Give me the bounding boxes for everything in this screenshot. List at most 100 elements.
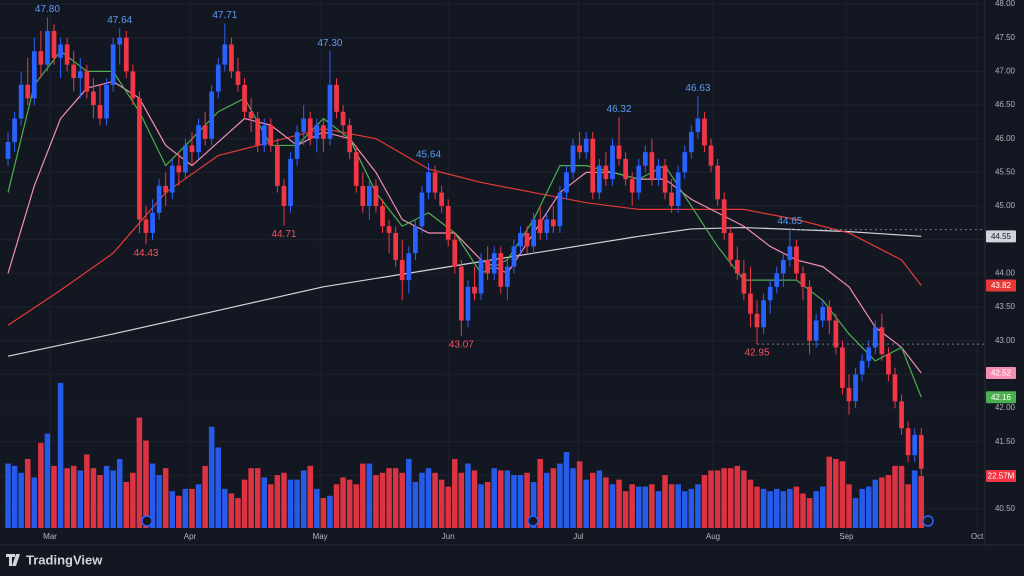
volume-bar (399, 472, 405, 528)
volume-bar (189, 488, 195, 528)
candle-body (688, 131, 694, 153)
volume-bar (747, 479, 754, 528)
candle-body (472, 286, 477, 294)
candle-body (373, 185, 379, 207)
volume-bar (445, 486, 451, 528)
volume-bar (64, 468, 70, 528)
volume-bar (241, 479, 248, 528)
volume-bar (708, 470, 714, 528)
volume-bar (130, 472, 136, 528)
volume-bar (274, 475, 281, 528)
candle-body (281, 185, 287, 207)
candle-body (458, 266, 464, 321)
candle-body (104, 84, 109, 119)
volume-bar (603, 477, 609, 528)
candle-body (728, 232, 734, 260)
candle-body (235, 71, 241, 85)
x-tick-label: Mar (43, 532, 57, 541)
price-annotation: 47.64 (107, 15, 132, 26)
volume-bar (281, 472, 287, 528)
candle-body (288, 158, 293, 207)
volume-bar (379, 472, 386, 528)
volume-bar (228, 493, 235, 528)
volume-bar (872, 479, 879, 528)
candle-body (872, 327, 878, 348)
candle-body (550, 219, 556, 227)
candle-body (741, 273, 747, 294)
candle-body (327, 84, 333, 139)
annotations: 47.80 47.64 44.43 47.71 44.71 47.30 45.64 43.07… (35, 4, 985, 359)
candle-body (675, 172, 681, 207)
candle-body (176, 165, 182, 173)
volume-bar (412, 481, 419, 528)
price-annotation: 44.65 (777, 216, 802, 227)
volume-bar (84, 454, 90, 528)
event-icon[interactable] (527, 515, 539, 527)
candle-body (183, 145, 188, 173)
price-annotation: 44.43 (133, 248, 158, 259)
volume-bar (511, 475, 517, 528)
candle-body (255, 118, 261, 146)
event-icon[interactable] (922, 515, 934, 527)
price-badge (986, 367, 1016, 380)
volume-bar (452, 458, 458, 528)
candle-body (261, 125, 267, 146)
volume-bar (307, 465, 314, 528)
volume-bar (695, 484, 701, 528)
candles (5, 17, 924, 476)
event-icon[interactable] (141, 515, 153, 527)
volume-bar (5, 463, 11, 528)
y-tick-label: 40.50 (995, 504, 1016, 513)
candle-body (419, 192, 425, 227)
candle-body (826, 307, 832, 321)
volume-bar (373, 475, 379, 528)
volume-bar (498, 470, 504, 528)
candle-body (518, 232, 523, 247)
volume-bar (504, 470, 511, 528)
candle-body (215, 64, 221, 92)
candle-body (853, 374, 858, 402)
volume-bar (524, 472, 530, 528)
y-tick-label: 42.00 (995, 403, 1016, 412)
volume-bar (846, 484, 852, 528)
volume-bar (149, 463, 156, 528)
volume-bar (576, 461, 583, 528)
volume-bar (458, 472, 465, 528)
volume-bar (537, 458, 543, 528)
candle-body (386, 226, 392, 233)
y-tick-label: 43.50 (995, 302, 1016, 311)
candle-body (583, 138, 589, 153)
candle-body (143, 219, 149, 233)
candle-body (537, 219, 543, 233)
candle-body (649, 152, 655, 180)
volume-bar (195, 484, 202, 528)
x-tick-label: Jun (442, 532, 455, 541)
candle-body (531, 219, 536, 247)
y-tick-label: 43.00 (995, 336, 1016, 345)
candle-body (820, 307, 826, 321)
volume-bar (852, 498, 859, 528)
volume-bar (583, 479, 589, 528)
volume-bar (701, 475, 708, 528)
brand: TradingView (6, 552, 103, 567)
volume-bar (222, 488, 228, 528)
volume-bar (471, 470, 478, 528)
y-tick-label: 46.00 (995, 134, 1016, 143)
candle-body (524, 232, 530, 247)
volume-bar (438, 479, 445, 528)
volume-bar (655, 491, 662, 528)
volume-bar (629, 484, 635, 528)
candle-body (642, 152, 648, 166)
volume-bar (767, 491, 773, 528)
candle-body (761, 300, 766, 328)
candle-body (859, 360, 865, 375)
price-badge-label: 43.82 (991, 281, 1012, 290)
volume-bar (773, 488, 780, 528)
candle-body (426, 172, 431, 193)
volume-bar (261, 477, 268, 528)
y-tick-label: 48.00 (995, 0, 1016, 8)
candle-body (301, 118, 307, 132)
volume-bar (550, 468, 557, 528)
candle-body (275, 145, 280, 186)
x-tick-label: Aug (706, 532, 720, 541)
